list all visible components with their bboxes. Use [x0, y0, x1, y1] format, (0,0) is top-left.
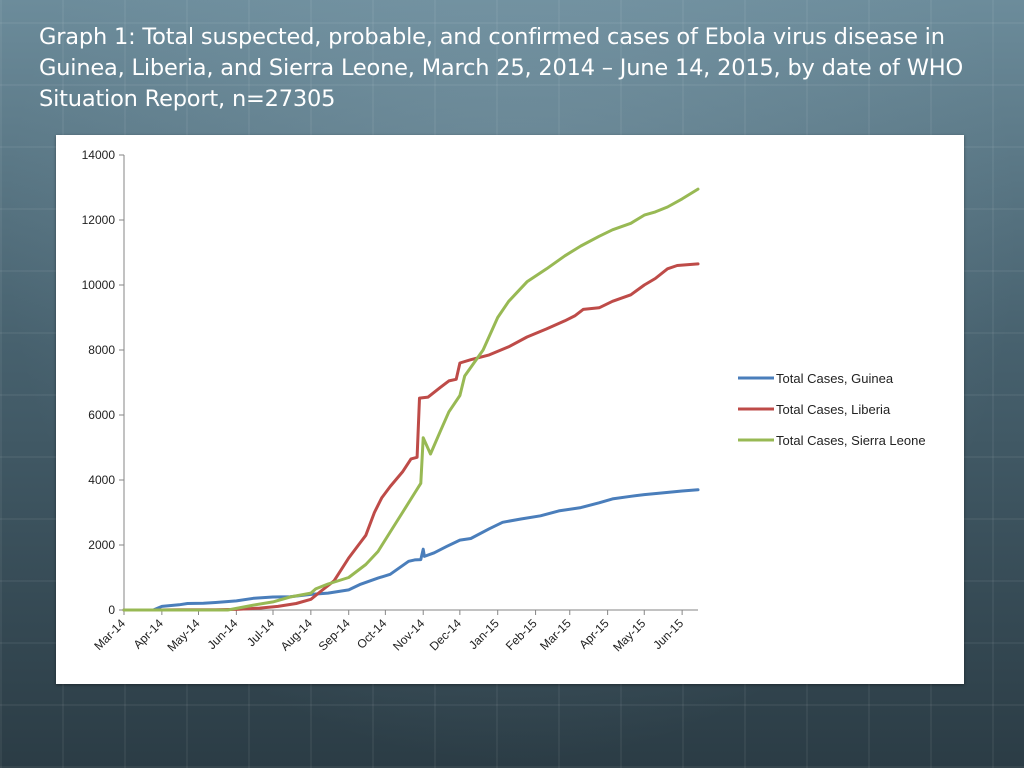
y-tick-label: 2000	[88, 538, 115, 552]
x-tick-label: Jan-15	[466, 616, 502, 652]
x-tick-label: Apr-15	[576, 616, 612, 652]
y-axis-ticks: 0 2000 4000 6000 8000 10000 12000 14000	[82, 148, 124, 617]
x-tick-label: Sep-14	[316, 616, 353, 653]
slide-title: Graph 1: Total suspected, probable, and …	[39, 24, 963, 112]
legend-label: Total Cases, Sierra Leone	[776, 433, 926, 448]
legend: Total Cases, Guinea Total Cases, Liberia T…	[738, 371, 926, 448]
x-tick-label: Oct-14	[354, 616, 390, 652]
y-tick-label: 6000	[88, 408, 115, 422]
x-tick-label: May-14	[164, 616, 202, 654]
series-lines	[122, 187, 700, 612]
y-tick-label: 10000	[82, 278, 116, 292]
x-tick-label: May-15	[610, 616, 648, 654]
x-tick-label: Mar-14	[91, 616, 128, 653]
x-tick-label: Apr-14	[131, 616, 167, 652]
x-tick-label: Jul-14	[244, 616, 277, 649]
y-tick-label: 14000	[82, 148, 116, 162]
x-tick-label: Aug-14	[278, 616, 315, 653]
chart-panel: 0 2000 4000 6000 8000 10000 12000 14000 Mar-14 A…	[56, 135, 964, 684]
y-tick-label: 4000	[88, 473, 115, 487]
x-tick-label: Mar-15	[537, 616, 574, 653]
y-tick-label: 0	[108, 603, 115, 617]
x-tick-label: Dec-14	[427, 616, 464, 653]
y-tick-label: 8000	[88, 343, 115, 357]
legend-label: Total Cases, Guinea	[776, 371, 894, 386]
x-tick-label: Jun-14	[205, 616, 241, 652]
series-line-2	[122, 187, 700, 612]
y-tick-label: 12000	[82, 213, 116, 227]
x-tick-label: Jun-15	[650, 616, 686, 652]
series-line-0	[122, 488, 700, 612]
series-line-1	[122, 262, 700, 612]
legend-label: Total Cases, Liberia	[776, 402, 891, 417]
x-tick-label: Feb-15	[503, 616, 540, 653]
x-tick-label: Nov-14	[390, 616, 427, 653]
